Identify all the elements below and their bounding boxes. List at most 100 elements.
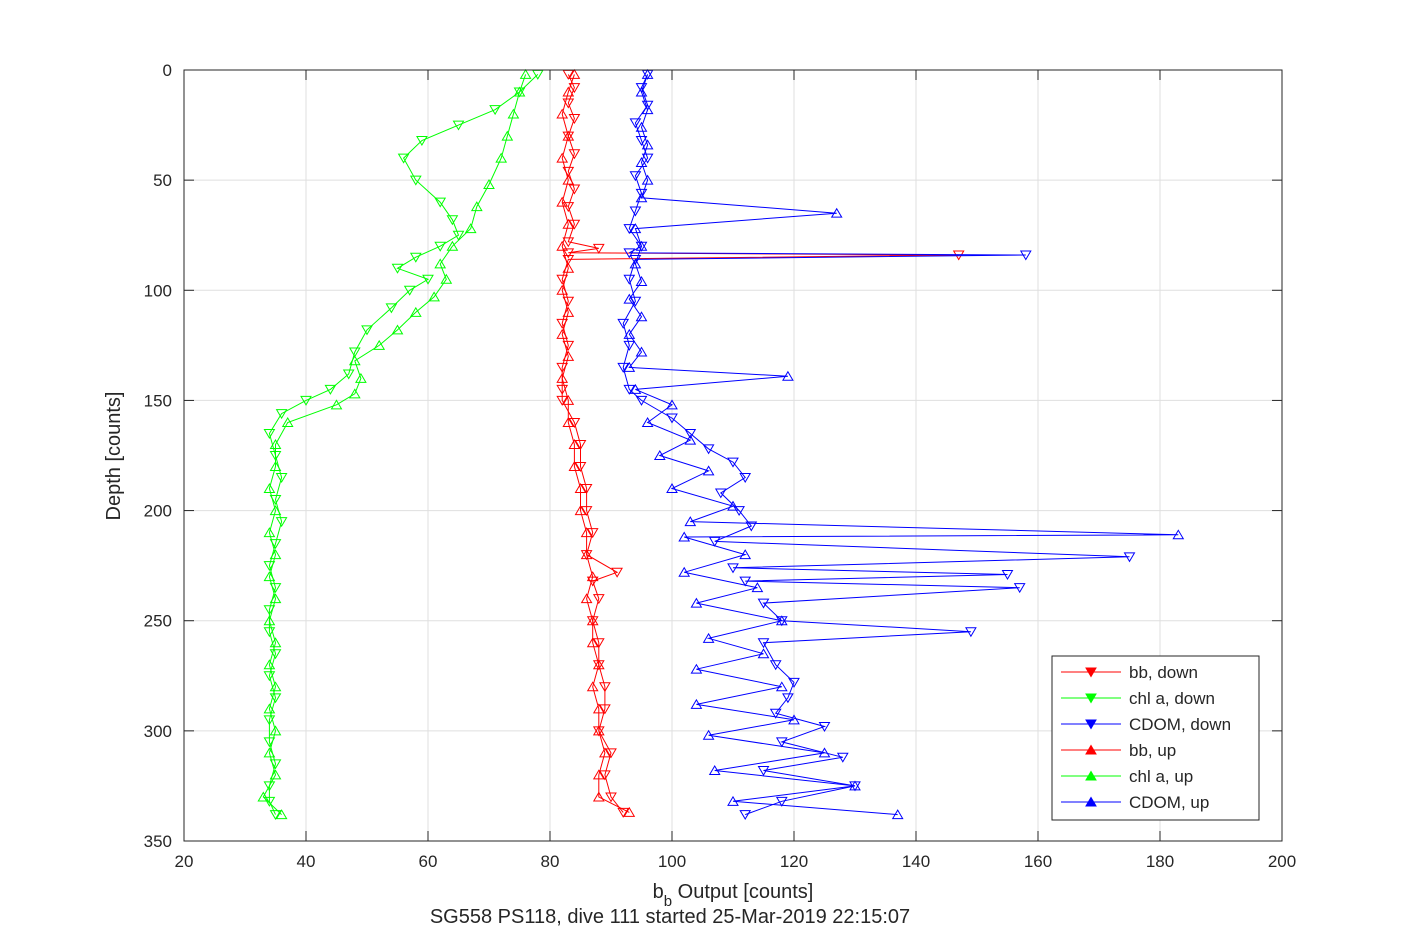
data-point bbox=[635, 275, 648, 286]
data-point bbox=[629, 118, 642, 129]
series-cdom-up bbox=[623, 68, 1185, 820]
data-point bbox=[690, 663, 703, 674]
x-axis-label-main: b bbox=[653, 881, 664, 903]
data-point bbox=[623, 806, 636, 817]
data-point bbox=[757, 648, 770, 659]
data-point bbox=[562, 174, 575, 185]
data-point bbox=[739, 473, 752, 484]
x-tick-label: 40 bbox=[297, 852, 316, 871]
data-point bbox=[635, 135, 648, 146]
data-point bbox=[641, 153, 654, 164]
data-point bbox=[483, 179, 495, 190]
data-point bbox=[263, 527, 276, 538]
x-tick-label: 20 bbox=[175, 852, 194, 871]
y-tick-label: 200 bbox=[144, 502, 172, 521]
series-cdom-down bbox=[617, 69, 1136, 821]
data-point bbox=[586, 615, 599, 626]
data-point bbox=[623, 361, 636, 372]
data-point bbox=[361, 325, 373, 336]
x-tick-label: 100 bbox=[658, 852, 686, 871]
data-point bbox=[775, 615, 788, 626]
data-point bbox=[592, 769, 605, 780]
series-line bbox=[561, 74, 630, 813]
data-point bbox=[568, 83, 581, 94]
data-point bbox=[556, 372, 569, 383]
legend-item: chl a, down bbox=[1061, 689, 1215, 708]
chart-title: SG558 PS118, dive 111 started 25-Mar-201… bbox=[430, 906, 910, 928]
data-point bbox=[775, 737, 788, 748]
y-tick-label: 350 bbox=[144, 832, 172, 851]
data-point bbox=[324, 384, 337, 395]
x-tick-label: 80 bbox=[541, 852, 560, 871]
data-point bbox=[623, 274, 636, 285]
data-point bbox=[574, 505, 587, 516]
x-tick-label: 180 bbox=[1146, 852, 1174, 871]
data-point bbox=[568, 113, 581, 124]
legend-item: chl a, up bbox=[1061, 767, 1193, 786]
data-point bbox=[562, 416, 575, 427]
data-point bbox=[727, 457, 739, 468]
data-point bbox=[605, 748, 617, 759]
data-point bbox=[586, 681, 599, 692]
data-point bbox=[739, 576, 752, 587]
data-point bbox=[830, 207, 843, 218]
data-point bbox=[556, 108, 569, 119]
y-tick-label: 50 bbox=[153, 171, 172, 190]
data-point bbox=[342, 369, 355, 380]
data-point bbox=[788, 677, 800, 688]
data-point bbox=[562, 394, 575, 405]
data-point bbox=[586, 571, 599, 582]
data-point bbox=[562, 248, 575, 259]
data-point bbox=[263, 659, 276, 670]
data-point bbox=[666, 483, 678, 494]
data-point bbox=[452, 120, 465, 131]
data-point bbox=[275, 409, 288, 420]
data-point bbox=[568, 219, 581, 230]
data-point bbox=[519, 68, 532, 79]
data-point bbox=[263, 615, 276, 626]
data-point bbox=[397, 153, 410, 164]
data-point bbox=[446, 215, 459, 226]
data-point bbox=[635, 346, 648, 357]
legend-marker bbox=[1085, 719, 1097, 730]
data-point bbox=[599, 770, 611, 781]
data-point bbox=[281, 416, 294, 427]
data-point bbox=[568, 461, 581, 472]
data-point bbox=[708, 536, 721, 547]
data-point bbox=[452, 230, 465, 241]
data-point bbox=[739, 549, 752, 560]
data-point bbox=[263, 703, 276, 714]
data-point bbox=[1172, 529, 1185, 540]
data-point bbox=[269, 681, 282, 692]
data-point bbox=[678, 566, 691, 577]
data-point bbox=[428, 291, 440, 302]
data-point bbox=[635, 240, 648, 251]
data-point bbox=[623, 384, 636, 395]
legend-label: bb, down bbox=[1129, 663, 1198, 682]
data-point bbox=[757, 638, 770, 649]
data-point bbox=[568, 438, 581, 449]
y-axis-label: Depth [counts] bbox=[103, 392, 125, 521]
axes-box bbox=[183, 69, 1283, 842]
data-point bbox=[635, 395, 648, 406]
data-point bbox=[391, 324, 404, 335]
data-point bbox=[263, 671, 276, 682]
legend-label: CDOM, down bbox=[1129, 715, 1231, 734]
data-point bbox=[385, 303, 398, 314]
data-point bbox=[269, 693, 282, 704]
ticks bbox=[183, 69, 1283, 842]
legend-label: bb, up bbox=[1129, 741, 1176, 760]
data-point bbox=[348, 347, 361, 358]
data-point bbox=[1013, 583, 1026, 594]
data-point bbox=[446, 240, 459, 251]
data-point bbox=[440, 273, 453, 284]
data-point bbox=[568, 68, 581, 79]
data-point bbox=[257, 791, 270, 802]
data-point bbox=[269, 549, 282, 560]
series-chl-a-down bbox=[263, 69, 544, 821]
legend-item: bb, down bbox=[1061, 663, 1198, 682]
data-point bbox=[727, 795, 739, 806]
x-tick-label: 60 bbox=[419, 852, 438, 871]
data-point bbox=[849, 780, 861, 791]
